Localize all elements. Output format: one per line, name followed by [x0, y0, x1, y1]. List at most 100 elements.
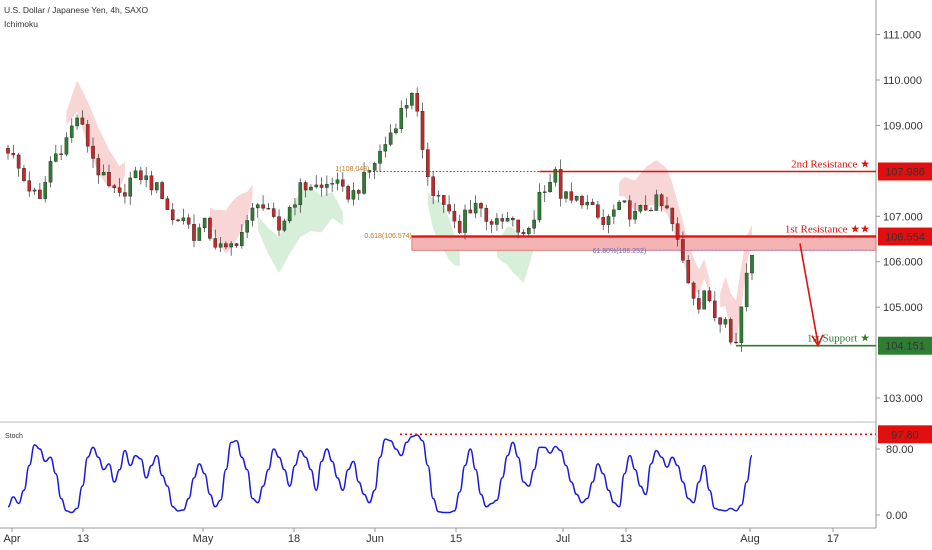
candle — [54, 144, 58, 163]
candle — [622, 200, 627, 203]
candle-body — [606, 216, 611, 225]
arrow-shaft — [799, 243, 819, 344]
candle — [27, 171, 32, 197]
time-tick-8: Aug — [740, 533, 760, 545]
candle — [394, 123, 398, 135]
candle-body — [452, 210, 457, 222]
stoch-line — [7, 434, 753, 514]
candle-body — [16, 154, 21, 169]
candle-body — [224, 243, 228, 248]
candle-body — [303, 182, 308, 191]
candle — [638, 204, 643, 214]
candle-body — [436, 195, 441, 197]
candle — [441, 194, 446, 214]
candle-body — [558, 169, 563, 199]
time-tick-6: Jul — [556, 533, 570, 545]
candle — [80, 110, 85, 125]
candle — [202, 217, 207, 233]
candle — [123, 183, 127, 204]
candle-body — [314, 184, 319, 188]
price-tick-1: 110.000 — [883, 75, 922, 87]
time-tick-7: 13 — [620, 533, 632, 545]
candle — [48, 156, 53, 188]
candle-body — [149, 175, 154, 191]
candle-body — [574, 196, 579, 201]
cloud-red-3 — [720, 225, 752, 346]
candle-body — [542, 191, 547, 193]
candle-body — [734, 341, 738, 344]
candle-body — [707, 290, 712, 302]
candle-body — [123, 192, 127, 197]
candle-body — [22, 168, 26, 181]
candle-body — [463, 209, 467, 233]
candle-body — [335, 179, 340, 184]
candle-body — [80, 117, 85, 125]
candle-body — [309, 186, 313, 191]
candle-body — [426, 149, 430, 178]
candle-body — [341, 179, 345, 187]
candle-body — [181, 217, 186, 221]
candle-body — [702, 290, 706, 310]
candle — [643, 195, 648, 212]
candle — [309, 184, 313, 191]
candle-body — [85, 124, 90, 147]
level-value-1: 106.554 — [885, 232, 925, 244]
candle — [170, 202, 175, 225]
candle-body — [521, 232, 526, 234]
level-tag-2 — [878, 336, 932, 355]
fib-label-0: 1(108.048) — [336, 166, 370, 173]
candle-body — [27, 180, 32, 192]
candle — [489, 219, 494, 233]
grid — [0, 0, 877, 529]
candle — [176, 218, 180, 222]
candle — [463, 204, 467, 240]
candle — [479, 201, 483, 218]
candle-body — [101, 171, 106, 176]
price-tick-5: 105.000 — [883, 302, 923, 314]
levels: 2nd Resistance ★ 107.986 1st Resistance ★★… — [369, 158, 932, 355]
candle — [96, 153, 101, 184]
candle — [101, 164, 106, 176]
candle — [319, 177, 324, 197]
time-tick-4: Jun — [366, 533, 384, 545]
candle-body — [537, 191, 542, 221]
candle-body — [681, 239, 685, 261]
candle-body — [750, 255, 754, 274]
price-tick-3: 107.000 — [883, 211, 923, 223]
candle-body — [388, 132, 393, 145]
candle-body — [495, 218, 499, 225]
fib-label-2: 61.80%(106.252) — [593, 248, 647, 255]
candle — [229, 241, 234, 256]
candle — [399, 100, 404, 134]
candle-body — [441, 195, 446, 205]
candle — [426, 142, 430, 186]
candle-body — [38, 189, 42, 199]
candle — [330, 177, 334, 192]
candle — [527, 226, 531, 238]
candle — [580, 194, 584, 209]
candle-body — [144, 175, 148, 180]
chart-header: U.S. Dollar / Japanese Yen, 4h, SAXO Ich… — [4, 3, 148, 31]
candle-body — [160, 182, 164, 199]
candle — [117, 178, 122, 197]
candle — [261, 195, 265, 211]
candle — [734, 332, 738, 344]
candle-body — [277, 216, 281, 231]
candle — [107, 164, 111, 188]
candle-body — [287, 207, 292, 222]
candle — [452, 203, 457, 229]
candle-body — [154, 182, 159, 191]
candle — [314, 175, 319, 189]
candle — [6, 144, 10, 160]
candle-body — [489, 221, 494, 225]
stoch-label: Stoch — [5, 433, 23, 440]
candle-body — [298, 182, 303, 206]
candle-body — [208, 217, 212, 239]
candle — [197, 223, 202, 241]
candle-body — [139, 170, 143, 180]
candle — [335, 172, 340, 191]
candle-body — [468, 209, 473, 214]
candle — [569, 182, 574, 204]
level-value-0: 107.986 — [885, 166, 925, 178]
